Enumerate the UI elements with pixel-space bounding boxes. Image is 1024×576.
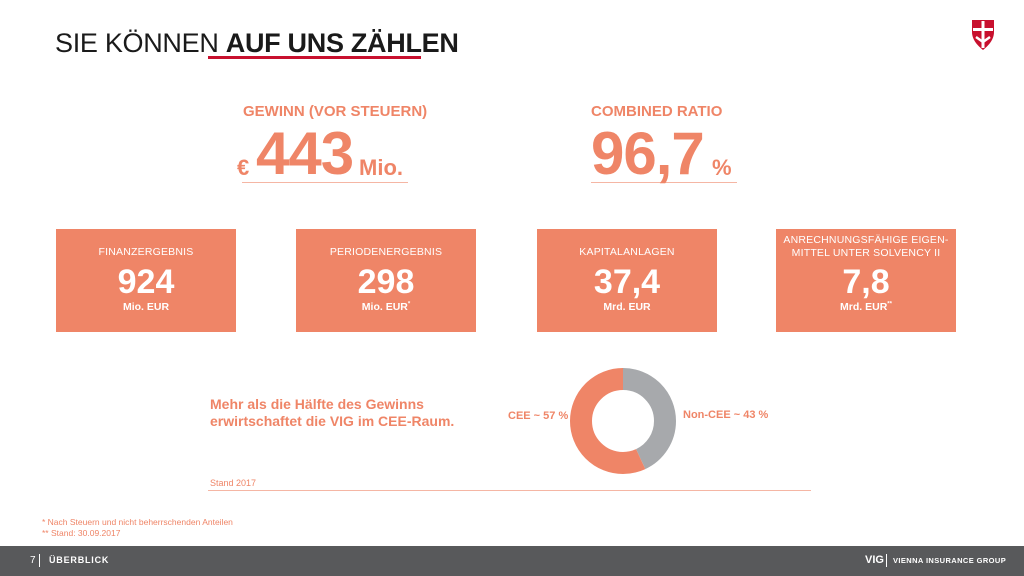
periodenergebnis-box: PERIODENERGEBNIS 298 Mio. EUR* xyxy=(296,229,476,332)
chart-label-noncee: Non-CEE ~ 43 % xyxy=(683,409,769,421)
box-value: 924 xyxy=(117,263,175,301)
box-unit: Mrd. EUR** xyxy=(840,301,892,313)
cee-statement-line1: Mehr als die Hälfte des Gewinns xyxy=(210,396,424,412)
page-title: SIE KÖNNEN AUF UNS ZÄHLEN xyxy=(55,28,459,59)
donut-slice-cee xyxy=(570,368,676,474)
gewinn-currency: € xyxy=(237,155,250,180)
footer-bar: 7 ÜBERBLICK VIG VIENNA INSURANCE GROUP xyxy=(0,546,1024,576)
combined-ratio-value: 96,7 xyxy=(591,120,705,187)
box-unit: Mio. EUR* xyxy=(361,301,411,313)
box-label-line1: ANRECHNUNGSFÄHIGE EIGEN- xyxy=(783,234,949,246)
gewinn-unit: Mio. xyxy=(359,155,403,180)
kapitalanlagen-box: KAPITALANLAGEN 37,4 Mrd. EUR xyxy=(537,229,717,332)
page-number: 7 xyxy=(30,555,36,566)
box-value: 7,8 xyxy=(842,263,890,301)
vig-shield-logo-icon xyxy=(972,20,994,50)
donut-chart xyxy=(570,368,676,474)
footer-separator-2 xyxy=(886,554,887,567)
footnote-marker: ** xyxy=(887,301,892,308)
box-label: FINANZERGEBNIS xyxy=(98,246,194,258)
eigenmittel-box: ANRECHNUNGSFÄHIGE EIGEN- MITTEL UNTER SO… xyxy=(776,229,956,332)
divider-line xyxy=(208,490,811,491)
box-unit: Mrd. EUR xyxy=(603,301,651,313)
combined-ratio-label: COMBINED RATIO xyxy=(591,103,723,120)
chart-label-cee: CEE ~ 57 % xyxy=(508,410,569,422)
footnote-1: * Nach Steuern und nicht beherrschenden … xyxy=(42,517,233,527)
gewinn-underline xyxy=(242,182,408,183)
cee-statement: Mehr als die Hälfte des Gewinns erwirtsc… xyxy=(210,396,490,430)
page-title-light: SIE KÖNNEN xyxy=(55,28,226,58)
gewinn-label: GEWINN (VOR STEUERN) xyxy=(243,103,428,120)
combined-ratio-unit: % xyxy=(712,155,732,180)
box-value: 37,4 xyxy=(593,263,661,301)
group-name: VIENNA INSURANCE GROUP xyxy=(893,556,1007,565)
box-unit: Mio. EUR xyxy=(122,301,170,313)
footnote-marker: * xyxy=(407,301,411,308)
brand-name: VIG xyxy=(865,554,884,566)
title-underline xyxy=(208,56,421,59)
stand-note: Stand 2017 xyxy=(210,478,257,488)
combined-ratio-underline xyxy=(591,182,737,183)
section-name: ÜBERBLICK xyxy=(49,555,110,565)
box-label: PERIODENERGEBNIS xyxy=(329,246,443,258)
footnote-2: ** Stand: 30.09.2017 xyxy=(42,528,121,538)
finanzergebnis-box: FINANZERGEBNIS 924 Mio. EUR xyxy=(56,229,236,332)
gewinn-value: 443 xyxy=(256,120,354,187)
cee-statement-line2: erwirtschaftet die VIG im CEE-Raum. xyxy=(210,413,455,429)
box-label-line2: MITTEL UNTER SOLVENCY II xyxy=(791,247,941,259)
box-label: KAPITALANLAGEN xyxy=(579,246,675,258)
page-title-bold: AUF UNS ZÄHLEN xyxy=(225,28,459,58)
box-value: 298 xyxy=(357,263,415,301)
footer-separator xyxy=(39,554,40,567)
